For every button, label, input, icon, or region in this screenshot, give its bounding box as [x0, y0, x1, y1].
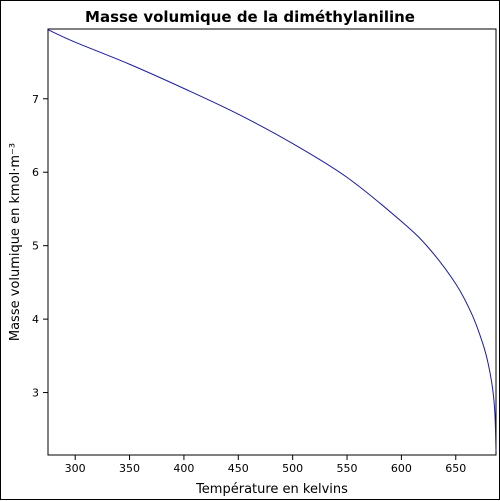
x-tick-label: 350: [119, 462, 140, 475]
x-tick-label: 600: [391, 462, 412, 475]
x-tick-label: 650: [445, 462, 466, 475]
x-axis-label: Température en kelvins: [195, 482, 348, 497]
x-tick-label: 300: [65, 462, 86, 475]
chart-title: Masse volumique de la diméthylaniline: [85, 8, 415, 26]
x-tick-label: 450: [228, 462, 249, 475]
y-tick-label: 7: [32, 93, 39, 106]
x-tick-label: 500: [282, 462, 303, 475]
y-tick-label: 3: [32, 387, 39, 400]
y-axis-label: Masse volumique en kmol·m⁻³: [8, 143, 23, 341]
x-tick-label: 550: [337, 462, 358, 475]
y-axis: 3 4 5 6 7: [32, 93, 48, 400]
y-tick-label: 4: [32, 313, 39, 326]
series-line: [47, 29, 497, 452]
y-tick-label: 5: [32, 240, 39, 253]
plot-area: [47, 28, 497, 456]
x-tick-label: 400: [173, 462, 194, 475]
x-axis: 300 350 400 450 500 550 600 650: [65, 455, 466, 475]
y-tick-label: 6: [32, 166, 39, 179]
